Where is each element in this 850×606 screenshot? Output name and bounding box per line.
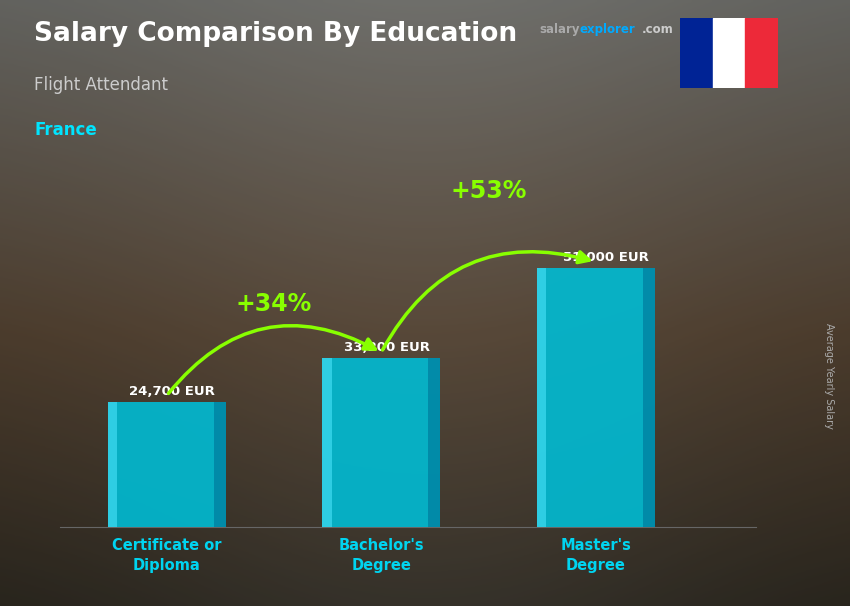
Bar bbox=[428, 359, 440, 527]
Bar bbox=[322, 359, 440, 527]
Bar bbox=[680, 18, 712, 88]
Text: Average Yearly Salary: Average Yearly Salary bbox=[824, 323, 834, 428]
Bar bbox=[712, 18, 745, 88]
Text: .com: .com bbox=[642, 23, 673, 36]
Bar bbox=[108, 402, 226, 527]
Bar bbox=[536, 268, 654, 527]
Bar bbox=[108, 402, 117, 527]
Text: Salary Comparison By Education: Salary Comparison By Education bbox=[34, 21, 517, 47]
Text: salary: salary bbox=[540, 23, 581, 36]
Bar bbox=[643, 268, 654, 527]
Bar bbox=[214, 402, 226, 527]
Text: Flight Attendant: Flight Attendant bbox=[34, 76, 168, 94]
Bar bbox=[745, 18, 778, 88]
Text: explorer: explorer bbox=[580, 23, 636, 36]
Bar bbox=[536, 268, 546, 527]
Text: +34%: +34% bbox=[235, 292, 312, 316]
Text: +53%: +53% bbox=[450, 179, 527, 203]
Text: France: France bbox=[34, 121, 97, 139]
Bar bbox=[322, 359, 332, 527]
Text: 33,200 EUR: 33,200 EUR bbox=[343, 341, 429, 355]
Text: 51,000 EUR: 51,000 EUR bbox=[564, 251, 649, 264]
Text: 24,700 EUR: 24,700 EUR bbox=[129, 385, 215, 398]
